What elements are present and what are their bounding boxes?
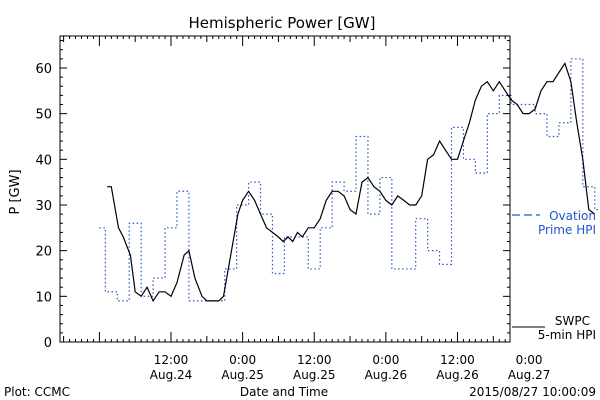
plot-frame xyxy=(59,35,511,343)
x-tick-date-label: Aug.25 xyxy=(293,368,336,382)
x-tick-time-label: 12:00 xyxy=(440,353,475,367)
legend-swpc: SWPC 5-min HPI xyxy=(512,314,596,342)
y-tick-label: 0 xyxy=(44,336,52,351)
x-tick-date-label: Aug.24 xyxy=(150,368,193,382)
legend-swpc-label-2: 5-min HPI xyxy=(538,328,596,342)
swpc-line xyxy=(107,62,596,303)
ovation-line xyxy=(99,58,600,302)
x-axis: 12:00Aug.240:00Aug.2512:00Aug.250:00Aug.… xyxy=(63,36,551,382)
legend-ovation-label-1: Ovation xyxy=(549,209,596,223)
legend-ovation: Ovation Prime HPI xyxy=(512,209,596,237)
x-tick-date-label: Aug.25 xyxy=(221,368,264,382)
y-axis: 0 10 20 30 40 50 60 xyxy=(35,40,510,351)
timestamp: 2015/08/27 10:00:09 xyxy=(469,385,596,399)
y-tick-label: 50 xyxy=(35,108,52,123)
legend-swpc-label-1: SWPC xyxy=(555,314,590,328)
legend-ovation-label-2: Prime HPI xyxy=(538,223,596,237)
x-tick-date-label: Aug.26 xyxy=(365,368,408,382)
x-tick-time-label: 0:00 xyxy=(372,353,399,367)
swpc-series xyxy=(107,62,596,303)
plot-credit: Plot: CCMC xyxy=(4,385,70,399)
y-tick-label: 10 xyxy=(35,290,52,305)
x-tick-time-label: 12:00 xyxy=(297,353,332,367)
y-tick-label: 20 xyxy=(35,245,52,260)
x-tick-date-label: Aug.27 xyxy=(508,368,551,382)
x-axis-label: Date and Time xyxy=(240,385,328,399)
x-tick-time-label: 0:00 xyxy=(229,353,256,367)
x-tick-time-label: 0:00 xyxy=(516,353,543,367)
chart-title: Hemispheric Power [GW] xyxy=(189,14,376,32)
x-tick-date-label: Aug.26 xyxy=(436,368,479,382)
y-tick-label: 40 xyxy=(35,153,52,168)
ovation-series xyxy=(99,58,600,302)
y-tick-label: 60 xyxy=(35,62,52,77)
y-tick-label: 30 xyxy=(35,199,52,214)
y-axis-label: P [GW] xyxy=(8,169,23,214)
x-tick-time-label: 12:00 xyxy=(154,353,189,367)
